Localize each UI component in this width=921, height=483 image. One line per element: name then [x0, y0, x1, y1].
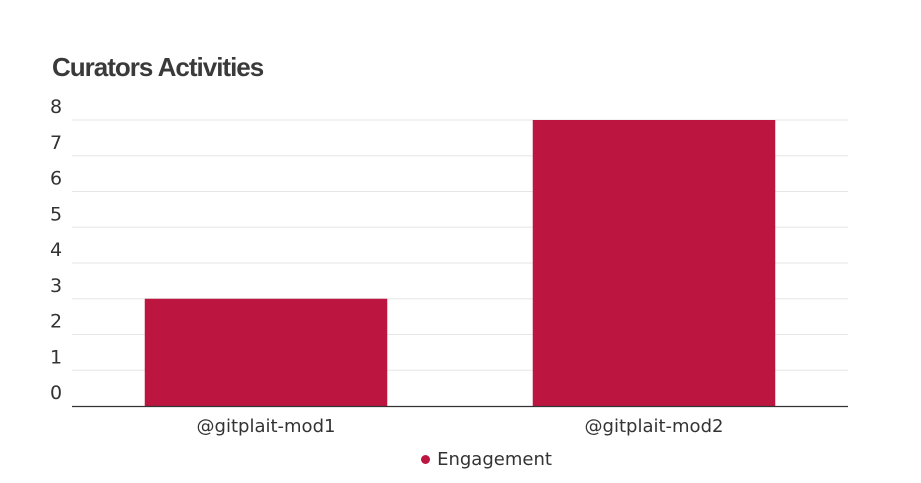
y-tick-label: 6: [50, 168, 62, 190]
bar-gitplait-mod1: [144, 298, 388, 406]
x-axis-ticks: @gitplait-mod1 @gitplait-mod2: [197, 416, 724, 437]
y-tick-label: 3: [50, 275, 62, 297]
chart-title: Curators Activities: [52, 52, 264, 82]
legend-label-engagement: Engagement: [437, 449, 552, 470]
y-tick-label: 2: [50, 311, 62, 333]
bars: [144, 120, 776, 406]
y-tick-label: 5: [50, 203, 62, 225]
y-tick-label: 7: [50, 132, 62, 154]
legend-dot-engagement: [421, 455, 431, 464]
y-tick-label: 1: [50, 346, 62, 368]
x-tick-label: @gitplait-mod2: [585, 416, 724, 437]
bar-gitplait-mod2: [532, 120, 776, 406]
y-axis-ticks: 0 1 2 3 4 5 6 7 8: [50, 96, 62, 404]
y-tick-label: 0: [50, 382, 62, 404]
y-tick-label: 8: [50, 96, 62, 118]
x-tick-label: @gitplait-mod1: [197, 416, 336, 437]
y-tick-label: 4: [50, 239, 62, 261]
legend: Engagement: [0, 449, 921, 470]
